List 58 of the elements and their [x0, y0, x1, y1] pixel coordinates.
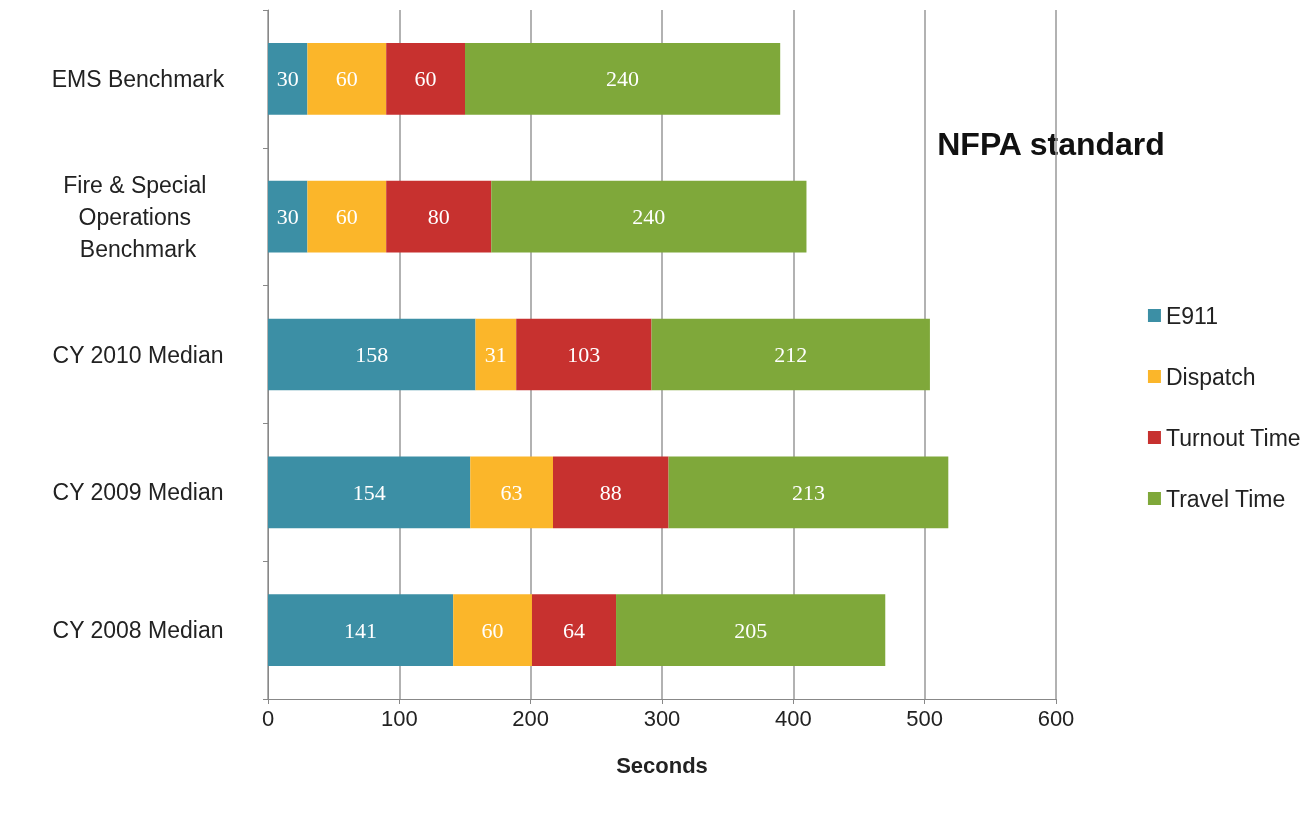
x-tick-label: 600 — [1037, 705, 1075, 731]
data-label: 205 — [734, 617, 768, 643]
y-tick-label: CY 2009 Median — [52, 479, 224, 506]
data-label: 212 — [774, 342, 808, 367]
bar — [651, 318, 930, 391]
bar — [470, 456, 553, 529]
data-label: 60 — [414, 66, 437, 92]
data-label: 30 — [276, 66, 299, 92]
x-tick-label: 200 — [512, 705, 550, 731]
data-label: 103 — [567, 342, 601, 367]
data-label: 63 — [500, 479, 523, 505]
bar — [386, 43, 465, 115]
x-tick-label: 400 — [774, 705, 812, 731]
legend-label: Turnout Time — [1165, 424, 1301, 451]
bar — [268, 180, 308, 253]
data-label: 213 — [791, 479, 825, 505]
legend-label: Travel Time — [1165, 485, 1286, 512]
bar — [465, 43, 781, 115]
legend-label: Dispatch — [1165, 363, 1256, 390]
data-label: 240 — [606, 66, 640, 92]
bar — [268, 594, 454, 666]
data-label: 158 — [355, 342, 389, 367]
annotation: NFPA standard — [937, 126, 1165, 162]
bar — [475, 318, 517, 391]
data-label: 64 — [563, 617, 586, 643]
y-tick-label: CY 2010 Median — [52, 341, 224, 368]
bar — [531, 594, 617, 666]
bar — [491, 180, 807, 253]
x-axis-title: Seconds — [616, 752, 708, 778]
data-label: 240 — [632, 204, 666, 230]
bar — [268, 43, 308, 115]
y-tick-label: EMS Benchmark — [51, 65, 225, 92]
legend-label: E911 — [1165, 302, 1218, 329]
x-tick-label: 500 — [906, 705, 944, 731]
data-label: 80 — [427, 204, 450, 230]
bar — [616, 594, 886, 666]
data-label: 60 — [481, 617, 504, 643]
bar — [516, 318, 652, 391]
data-label: 30 — [276, 204, 299, 230]
data-label: 60 — [335, 66, 358, 92]
bar — [552, 456, 669, 529]
bar — [386, 180, 492, 253]
data-label: 31 — [484, 342, 507, 367]
data-label: 60 — [335, 204, 358, 230]
x-tick-label: 0 — [261, 705, 275, 731]
bar — [268, 318, 476, 391]
y-tick-label: Fire & Special Operations Benchmark — [63, 171, 213, 262]
bar — [307, 180, 387, 253]
data-label: 141 — [344, 617, 378, 643]
y-tick-label: CY 2008 Median — [52, 617, 224, 644]
bar — [453, 594, 532, 666]
bar — [307, 43, 387, 115]
data-label: 154 — [352, 479, 386, 505]
data-label: 88 — [599, 479, 622, 505]
bar — [268, 456, 471, 529]
x-tick-label: 100 — [380, 705, 418, 731]
x-tick-label: 300 — [643, 705, 681, 731]
bar — [668, 456, 949, 529]
